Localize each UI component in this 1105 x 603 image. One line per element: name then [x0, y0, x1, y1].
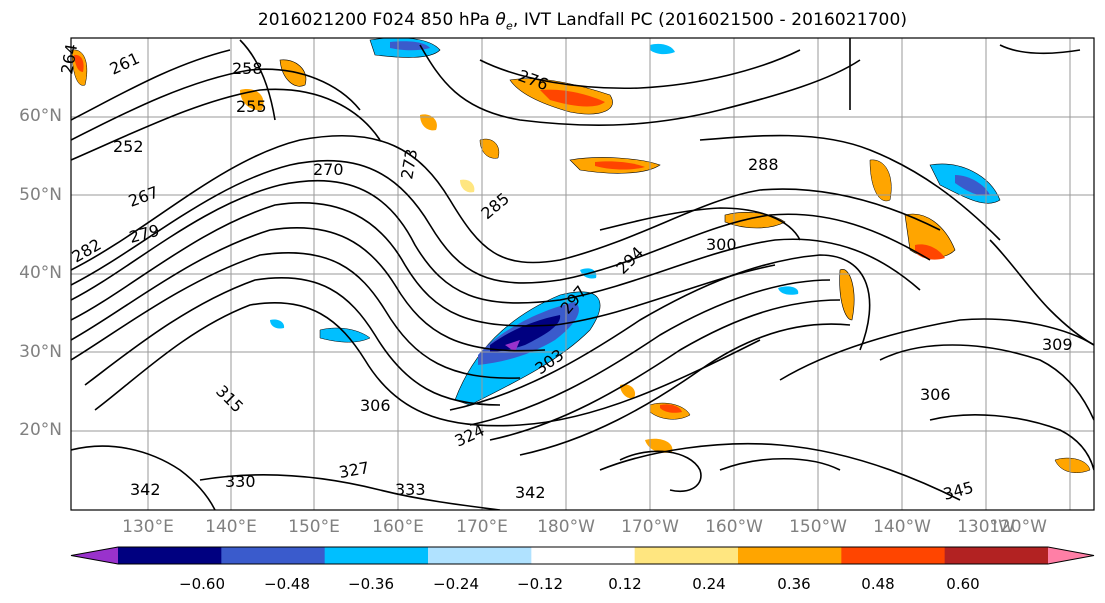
colorbar-extend-high: [1048, 547, 1094, 564]
lon-label: 180°W: [537, 517, 595, 537]
colorbar-tick-label: 0.60: [946, 575, 980, 593]
colorbar-segment: [324, 547, 429, 564]
contour-label: 252: [113, 137, 144, 156]
contour-label: 258: [232, 59, 263, 78]
graticule: [71, 38, 1094, 510]
title-suffix: , IVT Landfall PC (2016021500 - 20160217…: [512, 10, 908, 30]
contour-label: 333: [395, 480, 426, 499]
map-title: 2016021200 F024 850 hPa θe, IVT Landfall…: [0, 10, 1105, 32]
lon-label: 130°W: [957, 517, 1015, 537]
contour-label: 342: [515, 483, 546, 502]
colorbar-tick-label: 0.24: [692, 575, 726, 593]
theta-e-contours: [71, 38, 1094, 510]
colorbar-tick-label: −0.12: [517, 575, 563, 593]
contour-label: 255: [236, 97, 267, 116]
colorbar: [70, 546, 1095, 565]
colorbar-extend-low: [71, 547, 118, 564]
contour-label: 306: [360, 396, 391, 415]
colorbar-segment: [944, 547, 1049, 564]
lon-label: 120°W: [989, 517, 1047, 537]
colorbar-segment: [221, 547, 326, 564]
lon-label: 170°E: [456, 517, 508, 537]
colorbar-tick-label: −0.60: [179, 575, 225, 593]
lon-label: 150°W: [789, 517, 847, 537]
lon-label: 140°E: [205, 517, 257, 537]
lat-label: 40°N: [19, 263, 62, 283]
contour-label: 309: [1042, 335, 1073, 354]
colorbar-tick-label: 0.36: [777, 575, 811, 593]
map-frame: [70, 37, 1095, 511]
contour-label: 300: [706, 235, 737, 254]
shading-positive: [71, 49, 1091, 473]
colorbar-tick-label: −0.48: [264, 575, 310, 593]
colorbar-segment: [428, 547, 532, 564]
lat-label: 50°N: [19, 185, 62, 205]
contour-label: 342: [130, 480, 161, 499]
contour-label: 306: [920, 385, 951, 404]
title-prefix: 2016021200 F024 850 hPa: [257, 10, 496, 30]
contour-label: 330: [225, 472, 256, 491]
lon-label: 140°W: [873, 517, 931, 537]
lon-label: 150°E: [288, 517, 340, 537]
colorbar-segment: [531, 547, 636, 564]
colorbar-tick-label: 0.12: [608, 575, 642, 593]
lat-label: 30°N: [19, 342, 62, 362]
lon-label: 160°E: [372, 517, 424, 537]
colorbar-segment: [118, 547, 222, 564]
colorbar-segment: [738, 547, 842, 564]
title-theta: θ: [495, 10, 506, 30]
colorbar-segment: [841, 547, 946, 564]
colorbar-tick-label: −0.24: [433, 575, 479, 593]
colorbar-outline: [70, 546, 1095, 565]
map-content: [71, 38, 1094, 510]
contour-label: 288: [748, 155, 779, 174]
title-theta-sub: e: [505, 19, 513, 33]
lon-label: 130°E: [122, 517, 174, 537]
lon-label: 160°W: [705, 517, 763, 537]
colorbar-segment: [634, 547, 739, 564]
lon-label: 170°W: [621, 517, 679, 537]
lat-label: 60°N: [19, 106, 62, 126]
lat-label: 20°N: [19, 420, 62, 440]
contour-label: 270: [313, 160, 344, 179]
colorbar-tick-label: 0.48: [861, 575, 895, 593]
colorbar-tick-label: −0.36: [348, 575, 394, 593]
